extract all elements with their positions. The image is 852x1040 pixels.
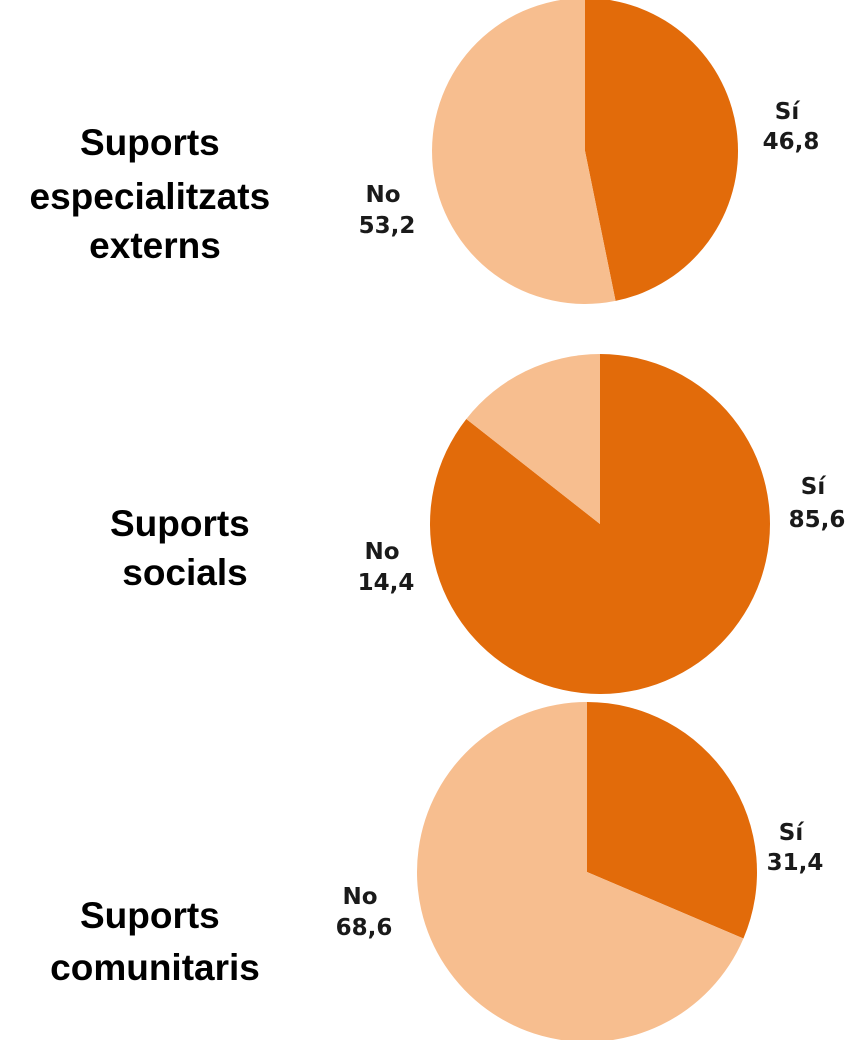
- slice-label-si-value: 46,8: [763, 129, 820, 155]
- chart-title-line-1: Suports: [110, 503, 250, 544]
- chart-title-line-2: comunitaris: [50, 947, 260, 988]
- pie-chart-socials: Suports socials Sí 85,6 No 14,4: [110, 354, 845, 694]
- chart-title-line-1: Suports: [80, 122, 220, 163]
- chart-title-socials: Suports socials: [110, 503, 260, 593]
- pie-slice-no: [432, 0, 616, 304]
- pie-slice-si: [429, 354, 770, 694]
- pie-chart-comunitaris: Suports comunitaris Sí 31,4 No 68,6: [50, 702, 823, 1040]
- pie-slice-no: [417, 702, 744, 1040]
- slice-label-si-category: Sí: [775, 99, 801, 125]
- slice-label-no-value: 14,4: [358, 570, 415, 596]
- chart-title-especialitzats-externs: Suports especialitzats externs: [30, 122, 281, 266]
- chart-title-line-1: Suports: [80, 895, 220, 936]
- slice-label-no-category: No: [364, 539, 399, 565]
- slice-label-no-category: No: [342, 884, 377, 910]
- slice-label-si-value: 31,4: [767, 850, 824, 876]
- slice-label-si-category: Sí: [779, 820, 805, 846]
- slice-label-si: Sí 85,6: [789, 474, 846, 533]
- slice-label-no: No 68,6: [336, 884, 393, 941]
- slice-label-no-category: No: [365, 182, 400, 208]
- slice-label-no-value: 68,6: [336, 915, 393, 941]
- slice-label-si-value: 85,6: [789, 507, 846, 533]
- slice-label-no: No 14,4: [358, 539, 415, 596]
- chart-title-line-2: socials: [122, 552, 247, 593]
- slice-label-si: Sí 31,4: [767, 820, 824, 876]
- slice-label-si-category: Sí: [801, 474, 827, 500]
- chart-title-line-2: especialitzats: [30, 176, 271, 217]
- slice-label-no: No 53,2: [359, 182, 416, 239]
- pie-chart-especialitzats-externs: Suports especialitzats externs Sí 46,8 N…: [30, 0, 820, 304]
- pie-slice-no: [466, 354, 600, 524]
- chart-title-line-3: externs: [89, 225, 221, 266]
- chart-title-comunitaris: Suports comunitaris: [50, 895, 260, 988]
- pie-slice-si: [585, 0, 738, 301]
- slice-label-si: Sí 46,8: [763, 99, 820, 155]
- pie-slice-si: [587, 702, 757, 939]
- slice-label-no-value: 53,2: [359, 213, 416, 239]
